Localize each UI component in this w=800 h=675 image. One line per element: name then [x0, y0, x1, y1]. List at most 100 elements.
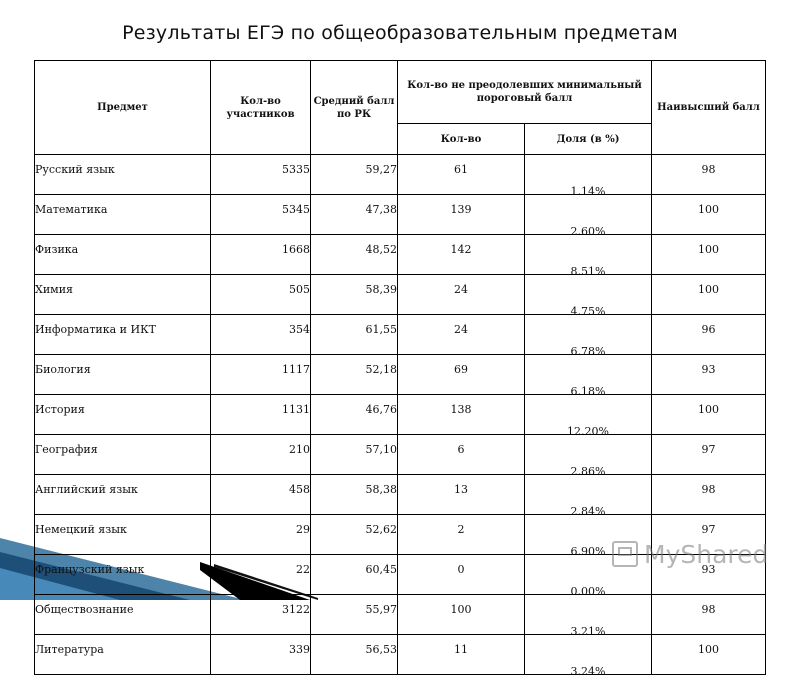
cell-participants-text: 505: [289, 283, 310, 296]
subheader-row: Кол-во Доля (в %): [35, 123, 766, 155]
cell-avg-score: 46,76: [310, 394, 398, 435]
watermark-text: MyShared: [644, 539, 769, 569]
cell-max-score: 97: [651, 514, 767, 555]
cell-avg-score-text: 59,27: [365, 163, 397, 176]
cell-participants: 339: [210, 634, 311, 675]
table-row: Французский язык 22 60,45 0 0,00% 93: [34, 554, 767, 595]
cell-not-passed-count: 6: [397, 434, 525, 475]
cell-max-score-text: 98: [701, 163, 716, 176]
cell-subject-text: История: [35, 403, 85, 416]
header-not-passed-count: Кол-во: [397, 123, 525, 155]
cell-not-passed-count-text: 138: [450, 403, 472, 416]
cell-not-passed-count: 24: [397, 274, 525, 315]
cell-not-passed-count-text: 0: [457, 563, 465, 576]
table-row: Информатика и ИКТ 354 61,55 24 6,78% 96: [34, 314, 767, 355]
cell-avg-score: 52,62: [310, 514, 398, 555]
cell-not-passed-share-text: 8,51%: [570, 265, 606, 275]
cell-subject-text: Литература: [35, 643, 104, 656]
cell-max-score-text: 97: [701, 443, 716, 456]
table-row: География 210 57,10 6 2,86% 97: [34, 434, 767, 475]
cell-avg-score-text: 57,10: [365, 443, 397, 456]
cell-not-passed-share-text: 6,18%: [570, 385, 606, 395]
cell-subject-text: Немецкий язык: [35, 523, 127, 536]
cell-participants: 354: [210, 314, 311, 355]
presentation-icon: [612, 541, 638, 567]
header-not-passed-share: Доля (в %): [523, 123, 653, 155]
cell-participants-text: 29: [296, 523, 310, 536]
cell-not-passed-share: 2,86%: [523, 434, 653, 475]
cell-not-passed-share-text: 6,78%: [570, 345, 606, 355]
cell-not-passed-count-text: 100: [450, 603, 472, 616]
cell-avg-score-text: 48,52: [365, 243, 397, 256]
cell-avg-score: 57,10: [310, 434, 398, 475]
cell-subject: Биология: [34, 354, 211, 395]
cell-participants-text: 5335: [282, 163, 310, 176]
cell-subject: География: [34, 434, 211, 475]
cell-not-passed-share-text: 3,24%: [570, 665, 606, 675]
cell-participants: 505: [210, 274, 311, 315]
cell-not-passed-share: 3,21%: [523, 594, 653, 635]
cell-not-passed-share: 2,60%: [523, 194, 653, 235]
cell-max-score-text: 97: [701, 523, 716, 536]
cell-avg-score-text: 55,97: [365, 603, 397, 616]
header-row: Предмет Кол-во участников Средний балл п…: [34, 60, 767, 155]
cell-subject-text: Химия: [35, 283, 74, 296]
cell-avg-score-text: 58,38: [365, 483, 397, 496]
cell-not-passed-count-text: 24: [454, 283, 468, 296]
cell-participants-text: 458: [289, 483, 310, 496]
cell-subject: История: [34, 394, 211, 435]
header-not-passed: Кол-во не преодолевших минимальный порог…: [396, 60, 653, 124]
cell-max-score: 100: [651, 394, 767, 435]
cell-not-passed-share-text: 2,60%: [570, 225, 606, 235]
cell-avg-score: 56,53: [310, 634, 398, 675]
cell-max-score: 100: [651, 274, 767, 315]
header-subject: Предмет: [34, 60, 211, 155]
cell-max-score: 98: [651, 594, 767, 635]
cell-not-passed-count: 2: [397, 514, 525, 555]
cell-not-passed-count: 142: [397, 234, 525, 275]
cell-participants-text: 5345: [282, 203, 310, 216]
cell-not-passed-count: 138: [397, 394, 525, 435]
cell-max-score-text: 100: [698, 643, 720, 656]
cell-subject: Немецкий язык: [34, 514, 211, 555]
cell-avg-score-text: 56,53: [365, 643, 397, 656]
cell-subject: Физика: [34, 234, 211, 275]
table-row: Математика 5345 47,38 139 2,60% 100: [34, 194, 767, 235]
cell-not-passed-share-text: 4,75%: [570, 305, 606, 315]
cell-participants: 22: [210, 554, 311, 595]
cell-max-score-text: 100: [698, 203, 720, 216]
cell-not-passed-share-text: 2,84%: [570, 505, 606, 515]
cell-participants: 210: [210, 434, 311, 475]
cell-not-passed-count-text: 6: [457, 443, 465, 456]
cell-subject: Русский язык: [34, 154, 211, 195]
cell-participants: 1117: [210, 354, 311, 395]
table-row: Английский язык 458 58,38 13 2,84% 98: [34, 474, 767, 515]
cell-avg-score: 58,39: [310, 274, 398, 315]
cell-max-score: 98: [651, 474, 767, 515]
cell-not-passed-count: 69: [397, 354, 525, 395]
cell-avg-score: 48,52: [310, 234, 398, 275]
cell-not-passed-count: 11: [397, 634, 525, 675]
cell-subject: Французский язык: [34, 554, 211, 595]
cell-subject-text: Математика: [35, 203, 108, 216]
cell-not-passed-count: 24: [397, 314, 525, 355]
cell-max-score-text: 98: [701, 483, 716, 496]
cell-max-score: 100: [651, 634, 767, 675]
table-row: Физика 1668 48,52 142 8,51% 100: [34, 234, 767, 275]
cell-max-score: 100: [651, 194, 767, 235]
cell-avg-score-text: 52,18: [365, 363, 397, 376]
cell-max-score: 97: [651, 434, 767, 475]
cell-max-score: 93: [651, 354, 767, 395]
cell-subject-text: Русский язык: [35, 163, 115, 176]
cell-max-score-text: 98: [701, 603, 716, 616]
cell-not-passed-count-text: 61: [454, 163, 468, 176]
cell-participants: 1131: [210, 394, 311, 435]
cell-subject: Математика: [34, 194, 211, 235]
cell-not-passed-count: 100: [397, 594, 525, 635]
cell-not-passed-share: 1,14%: [523, 154, 653, 195]
cell-participants: 3122: [210, 594, 311, 635]
cell-not-passed-share-text: 2,86%: [570, 465, 606, 475]
cell-participants: 458: [210, 474, 311, 515]
cell-not-passed-share: 3,24%: [523, 634, 653, 675]
cell-not-passed-share-text: 12,20%: [567, 425, 609, 435]
